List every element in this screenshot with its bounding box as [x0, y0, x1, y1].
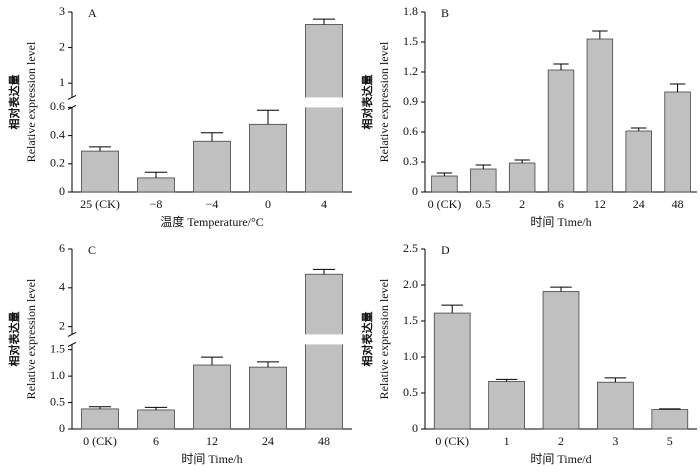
bar: [586, 38, 614, 193]
y-label: Relative expression level: [24, 278, 38, 399]
x-tick-label: 5: [667, 434, 673, 448]
y-tick-label: 1.5: [403, 34, 418, 48]
axis-break: [67, 94, 77, 100]
y-tick-label: 0: [412, 421, 418, 435]
y-tick-label: 0: [59, 421, 65, 435]
x-tick-label: 2: [519, 197, 525, 211]
y-label: Relative expression level: [24, 41, 38, 162]
bar-break: [304, 334, 344, 345]
x-tick-label: 25 (CK): [80, 197, 120, 211]
y-tick-label: 0.6: [50, 99, 65, 113]
bar: [249, 366, 287, 430]
x-tick-label: 1: [504, 434, 510, 448]
y-tick-label: 3: [59, 4, 65, 18]
x-tick-label: 48: [318, 434, 330, 448]
bar: [81, 408, 119, 430]
y-tick-label: 2.0: [403, 277, 418, 291]
bar: [249, 123, 287, 193]
y-tick-label: 2: [59, 39, 65, 53]
y-label-zh: 相对表达量: [360, 312, 374, 367]
y-tick-label: 1.5: [403, 313, 418, 327]
bar: [625, 130, 652, 193]
x-label: 时间 Time/h: [181, 452, 242, 466]
x-tick-label: 6: [558, 197, 564, 211]
bar: [137, 177, 175, 193]
y-tick-label: 0.3: [403, 154, 418, 168]
y-tick-label: 0: [59, 184, 65, 198]
y-tick-label: 0.9: [403, 94, 418, 108]
y-tick-label: 2.5: [403, 241, 418, 255]
x-tick-label: −4: [206, 197, 219, 211]
bar: [433, 312, 471, 430]
x-tick-label: 4: [321, 197, 327, 211]
axis-break: [67, 331, 77, 337]
x-tick-label: 0 (CK): [83, 434, 117, 448]
y-tick-label: 1.8: [403, 4, 418, 18]
y-tick-label: 0.5: [403, 385, 418, 399]
x-tick-label: −8: [150, 197, 163, 211]
x-tick-label: 12: [594, 197, 606, 211]
y-tick-label: 1.5: [50, 341, 65, 355]
y-label-zh: 相对表达量: [360, 75, 374, 130]
bar: [81, 150, 119, 193]
x-tick-label: 24: [262, 434, 274, 448]
x-tick-label: 12: [206, 434, 218, 448]
bar: [431, 175, 458, 193]
x-tick-label: 48: [672, 197, 684, 211]
bar: [542, 291, 580, 430]
y-tick-label: 1.0: [50, 368, 65, 382]
y-label: Relative expression level: [377, 41, 391, 162]
x-label: 时间 Time/h: [530, 215, 591, 229]
y-tick-label: 1.2: [403, 64, 418, 78]
bar-break: [304, 97, 344, 108]
bar: [597, 381, 634, 430]
panel-label: A: [88, 6, 97, 20]
bar: [664, 91, 691, 193]
y-tick-label: 1: [59, 75, 65, 89]
bar: [651, 409, 689, 430]
x-tick-label: 2: [558, 434, 564, 448]
x-tick-label: 6: [153, 434, 159, 448]
x-tick-label: 0: [265, 197, 271, 211]
y-label-zh: 相对表达量: [7, 75, 21, 130]
x-label: 温度 Temperature/°C: [160, 214, 264, 229]
y-label-zh: 相对表达量: [7, 312, 21, 367]
x-tick-label: 0.5: [476, 197, 491, 211]
bar: [193, 364, 231, 430]
x-tick-label: 24: [633, 197, 645, 211]
y-tick-label: 2: [59, 318, 65, 332]
panel-label: B: [441, 6, 449, 20]
bar: [508, 162, 536, 193]
y-tick-label: 1.0: [403, 349, 418, 363]
bar: [305, 24, 343, 193]
bar: [193, 140, 231, 193]
bar: [488, 381, 525, 430]
x-tick-label: 0 (CK): [435, 434, 469, 448]
y-tick-label: 0.6: [403, 124, 418, 138]
bar: [305, 273, 343, 430]
y-label: Relative expression level: [377, 278, 391, 399]
y-tick-label: 0: [412, 184, 418, 198]
bar: [137, 409, 175, 430]
y-tick-label: 6: [59, 241, 65, 255]
y-tick-label: 0.4: [50, 127, 65, 141]
x-label: 时间 Time/d: [530, 452, 591, 466]
bar: [470, 168, 497, 193]
y-tick-label: 0.5: [50, 394, 65, 408]
x-tick-label: 0 (CK): [428, 197, 462, 211]
x-tick-label: 3: [612, 434, 618, 448]
panel-label: C: [88, 243, 96, 257]
y-tick-label: 4: [59, 280, 65, 294]
y-tick-label: 0.2: [50, 156, 65, 170]
axis-break: [67, 341, 77, 347]
bar: [547, 69, 575, 193]
panel-label: D: [441, 243, 450, 257]
